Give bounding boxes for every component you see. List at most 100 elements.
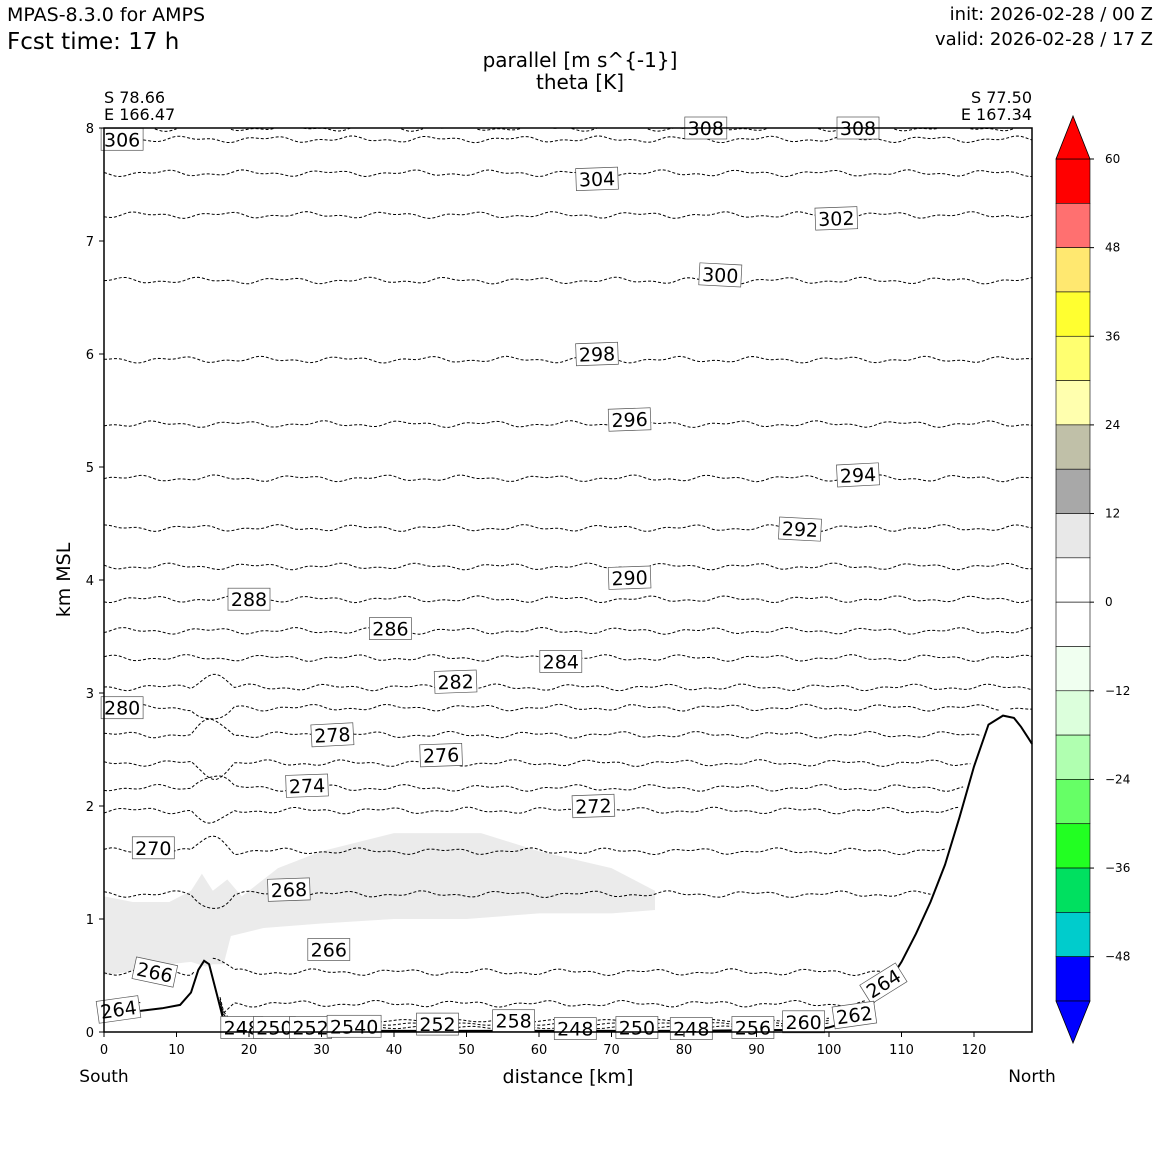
theta-contour-272 — [103, 806, 960, 824]
contour-label-text: 250 — [619, 1018, 655, 1040]
x-tick-label: 20 — [241, 1043, 258, 1058]
colorbar-segment — [1055, 291, 1091, 337]
x-tick-label: 100 — [817, 1043, 842, 1058]
contour-label-box — [553, 1017, 597, 1040]
contour-label-304: 304 — [575, 166, 619, 192]
contour-label-text: 264 — [99, 997, 138, 1024]
contour-label-text: 256 — [735, 1018, 771, 1040]
contour-label-274: 274 — [285, 773, 329, 798]
colorbar-segment — [1055, 690, 1091, 736]
contour-label-text: 292 — [781, 518, 818, 542]
contour-label-text: 300 — [702, 264, 739, 288]
x-tick-label: 30 — [313, 1043, 330, 1058]
contour-label-276: 276 — [419, 743, 463, 768]
contour-label-box — [575, 341, 619, 367]
contour-label-box — [607, 565, 652, 590]
contour-label-text: 260 — [785, 1012, 821, 1034]
contour-label-250: 250 — [253, 1016, 296, 1040]
theta-contour-278 — [104, 719, 1032, 738]
contour-label-text: 278 — [314, 724, 351, 748]
x-tick-label: 0 — [100, 1043, 108, 1058]
shaded-region — [104, 833, 655, 976]
contour-label-266: 266 — [307, 938, 351, 962]
contour-label-2540: 2540 — [326, 1014, 382, 1038]
contour-label-box — [539, 650, 583, 673]
colorbar-segment — [1055, 203, 1091, 248]
x-tick-label: 120 — [962, 1043, 987, 1058]
colorbar-segment — [1055, 335, 1091, 381]
colorbar-tick-label: 24 — [1105, 418, 1120, 432]
colorbar-segment — [1055, 646, 1091, 692]
contour-labels-layer: 306 308 308 304 302 300 298 296 294 292 290 288 286 2… — [95, 116, 908, 1041]
contour-label-box — [307, 938, 351, 961]
colorbar-segment — [1055, 779, 1091, 825]
theta-contour-292 — [103, 524, 1033, 532]
contour-label-box — [433, 669, 478, 694]
chart-title-contours: theta [K] — [536, 70, 624, 94]
contour-label-text: 306 — [104, 129, 140, 151]
theta-contour-300 — [103, 276, 1033, 285]
contour-label-text: 296 — [611, 409, 648, 432]
x-tick-label: 50 — [458, 1043, 475, 1058]
north-label: North — [1008, 1067, 1056, 1087]
y-tick-label: 2 — [86, 800, 94, 815]
colorbar-segment — [1055, 912, 1091, 957]
contour-label-text: 280 — [104, 698, 140, 720]
theta-contour-294 — [103, 474, 1033, 483]
colorbar-segment — [1055, 601, 1091, 647]
contour-label-260: 260 — [782, 1010, 825, 1034]
theta-contour-306 — [104, 135, 1033, 144]
y-axis-label: km MSL — [53, 542, 75, 617]
contour-label-text: 284 — [543, 651, 579, 673]
contour-label-text: 252 — [292, 1018, 328, 1040]
contour-label-300: 300 — [698, 262, 743, 288]
contour-label-text: 308 — [688, 118, 724, 140]
theta-contour-282 — [103, 673, 1033, 692]
colorbar-tick-label: −48 — [1105, 950, 1130, 964]
contour-label-box — [571, 793, 616, 819]
axes-layer: 0 10 20 30 40 50 60 70 80 90 100 110 120 0 1 2 3 4 5 6 7 8 dis… — [53, 122, 1056, 1088]
contour-label-text: 286 — [372, 619, 408, 641]
contour-label-text: 248 — [673, 1019, 709, 1041]
contour-label-248: 248 — [669, 1017, 713, 1041]
theta-contour-270 — [103, 835, 946, 856]
theta-contour-298 — [103, 355, 1033, 364]
contour-label-box — [131, 956, 179, 988]
contour-label-box — [814, 206, 859, 231]
y-tick-label: 8 — [86, 122, 94, 137]
colorbar-extend-bottom — [1055, 1000, 1091, 1045]
contour-label-282: 282 — [433, 669, 478, 694]
colorbar-segment — [1055, 424, 1091, 470]
contour-label-text: 276 — [423, 744, 460, 767]
theta-contour-268 — [103, 890, 931, 909]
contour-label-box — [778, 516, 822, 542]
colorbar-segment — [1055, 513, 1091, 559]
colorbar-tick-label: 48 — [1105, 241, 1120, 255]
colorbar-tick-label: −36 — [1105, 861, 1130, 875]
contour-label-text: 272 — [575, 795, 612, 818]
x-axis-label: distance [km] — [503, 1066, 634, 1088]
contour-label-286: 286 — [369, 617, 412, 641]
contour-label-box — [100, 696, 144, 720]
contour-label-302: 302 — [814, 206, 859, 231]
contour-label-box — [369, 617, 412, 640]
contour-label-280: 280 — [100, 696, 144, 720]
shaded-region-layer — [104, 833, 655, 976]
right-endpoint-coords: S 77.50 E 167.34 — [961, 89, 1032, 123]
colorbar-segment — [1055, 734, 1091, 780]
contour-label-box — [615, 1016, 659, 1039]
contour-label-text: 270 — [135, 838, 171, 860]
contour-label-text: 250 — [256, 1018, 292, 1040]
contour-label-text: 282 — [437, 671, 474, 694]
colorbar-segment — [1055, 557, 1091, 603]
contour-label-290: 290 — [607, 565, 652, 590]
contour-label-text: 248 — [224, 1018, 260, 1040]
terrain-profile — [103, 714, 1033, 1032]
contour-label-box — [95, 995, 142, 1024]
contour-label-text: 298 — [579, 343, 616, 366]
left-lon: E 166.47 — [104, 105, 176, 124]
colorbar-extend-top — [1055, 114, 1091, 160]
x-tick-label: 90 — [748, 1043, 765, 1058]
contour-label-box — [267, 877, 311, 902]
contour-label-306: 306 — [100, 127, 144, 151]
